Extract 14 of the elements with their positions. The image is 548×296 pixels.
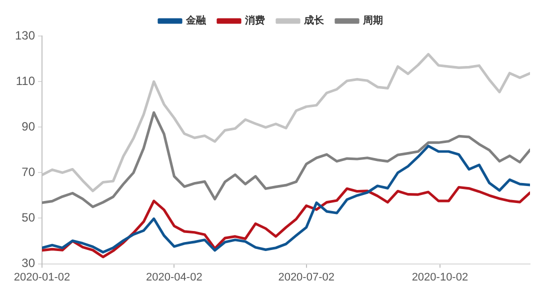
x-tick-label: 2020-04-02 <box>146 271 202 284</box>
y-tick-label: 130 <box>14 28 36 42</box>
legend-label: 周期 <box>362 14 383 27</box>
x-tick-label: 2020-01-02 <box>14 271 70 284</box>
y-tick-label: 110 <box>16 74 36 88</box>
legend-label: 金融 <box>185 14 207 27</box>
y-tick-label: 30 <box>22 256 36 270</box>
legend-label: 消费 <box>244 14 265 27</box>
x-tick-label: 2020-10-02 <box>412 271 468 284</box>
x-tick-label: 2020-07-02 <box>278 271 334 284</box>
y-tick-label: 50 <box>22 210 36 225</box>
y-tick-label: 90 <box>22 119 36 134</box>
y-tick-label: 70 <box>22 164 36 179</box>
legend-label: 成长 <box>303 14 325 27</box>
